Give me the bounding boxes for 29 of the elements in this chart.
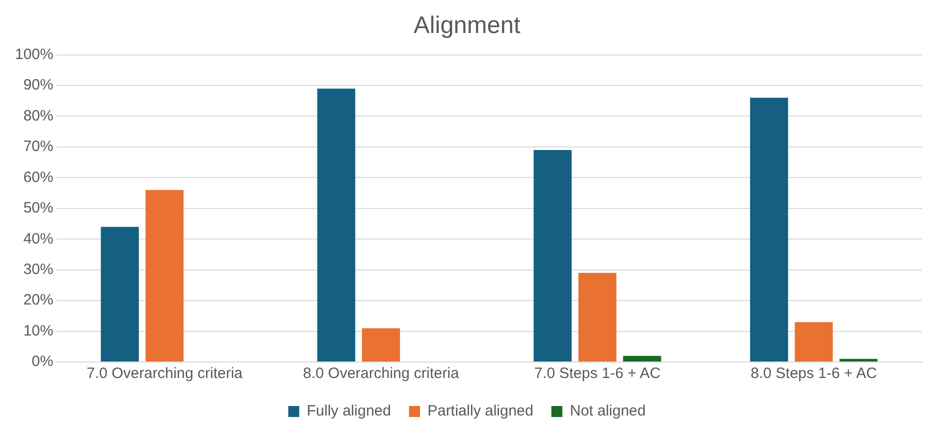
legend-label: Fully aligned: [306, 402, 391, 420]
legend-label: Not aligned: [570, 402, 646, 420]
y-tick-label: 40%: [23, 230, 54, 248]
y-tick-label: 70%: [23, 138, 54, 156]
y-tick-label: 20%: [23, 292, 54, 309]
bar: [750, 98, 788, 362]
bar: [623, 356, 662, 362]
y-tick-label: 0%: [32, 353, 54, 370]
bar: [100, 226, 139, 362]
x-tick-label: 8.0 Steps 1-6 + AC: [750, 365, 878, 382]
x-tick-label: 7.0 Overarching criteria: [86, 365, 244, 382]
bar: [840, 358, 878, 362]
y-tick-label: 100%: [14, 46, 54, 63]
y-tick-label: 10%: [23, 322, 54, 340]
x-tick-label: 8.0 Overarching criteria: [303, 365, 460, 382]
y-tick-label: 30%: [23, 260, 54, 278]
bar: [362, 328, 400, 362]
y-tick-label: 90%: [23, 76, 54, 94]
x-tick-label: 7.0 Steps 1-6 + AC: [534, 365, 661, 382]
y-tick-label: 80%: [23, 107, 54, 124]
y-tick-label: 60%: [23, 168, 54, 186]
bar: [534, 150, 572, 362]
y-tick-label: 50%: [23, 200, 54, 217]
chart-title: Alignment: [414, 12, 521, 40]
bar: [317, 88, 356, 362]
bar: [578, 272, 616, 362]
bar: [146, 190, 184, 362]
bar: [794, 322, 833, 362]
legend-label: Partially aligned: [427, 402, 534, 420]
